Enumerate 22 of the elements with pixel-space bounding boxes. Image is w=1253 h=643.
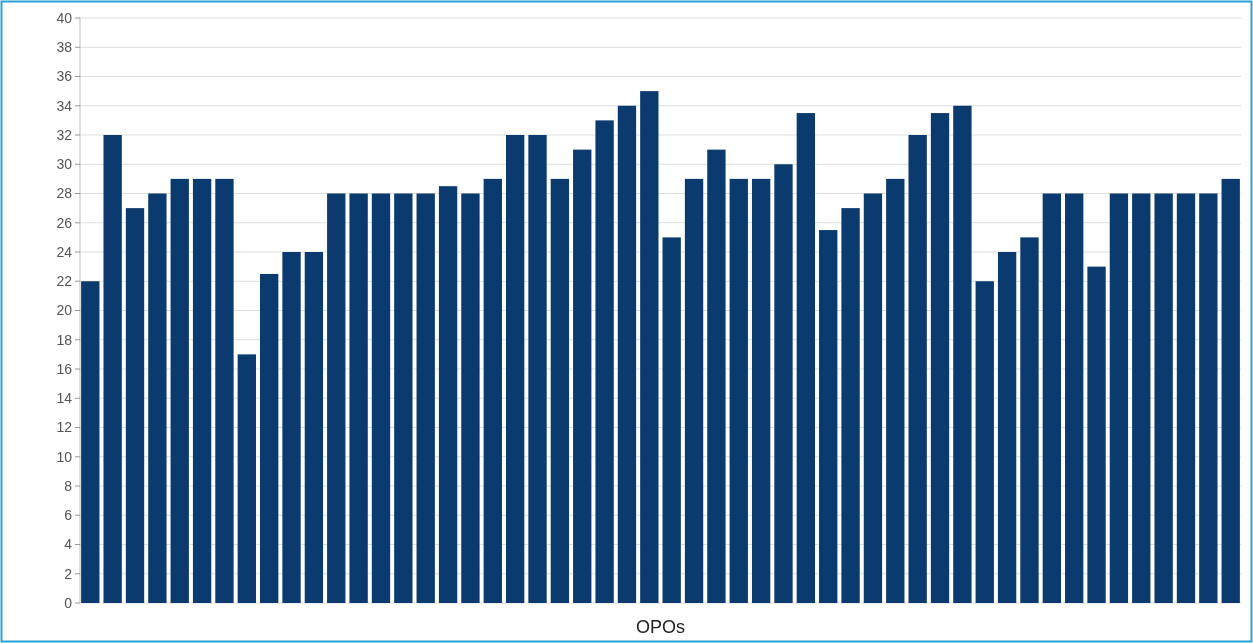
y-tick-label: 6	[64, 507, 73, 524]
y-tick-label: 8	[64, 477, 73, 494]
y-tick-label: 36	[56, 68, 73, 85]
y-tick-label: 12	[56, 419, 73, 436]
y-tick-label: 22	[56, 273, 73, 290]
y-tick-label: 18	[56, 331, 73, 348]
x-axis-title: OPOs	[635, 617, 686, 637]
y-tick-label: 16	[56, 360, 73, 377]
y-tick-label: 14	[56, 390, 73, 407]
y-tick-label: 20	[56, 302, 73, 319]
y-tick-label: 24	[56, 243, 73, 260]
y-tick-label: 40	[56, 9, 73, 26]
y-tick-label: 32	[56, 126, 73, 143]
y-tick-label: 10	[56, 448, 73, 465]
y-tick-label: 30	[56, 156, 73, 173]
y-tick-label: 4	[64, 536, 73, 553]
y-tick-label: 38	[56, 39, 73, 56]
y-tick-label: 34	[56, 97, 73, 114]
y-tick-label: 2	[64, 565, 73, 582]
y-tick-label: 0	[64, 594, 73, 611]
y-tick-label: 28	[56, 185, 73, 202]
y-tick-label: 26	[56, 214, 73, 231]
